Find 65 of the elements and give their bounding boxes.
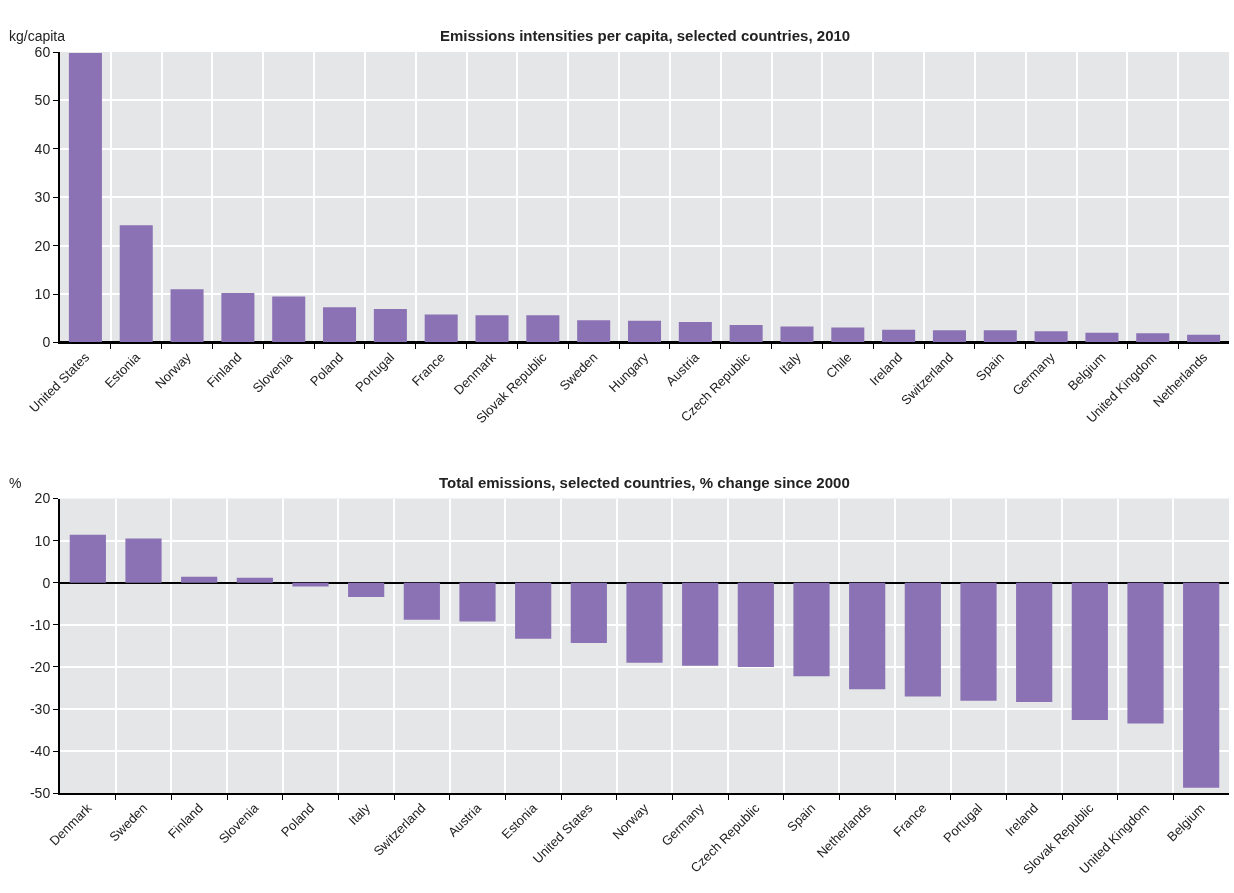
bar: [403, 582, 440, 620]
y-tick-label: 0: [42, 334, 51, 351]
bar: [1085, 332, 1119, 343]
bar: [459, 582, 496, 622]
bar: [1071, 582, 1108, 721]
bar: [678, 322, 712, 343]
y-tick-label: 20: [34, 490, 51, 507]
y-tick-label: 20: [34, 237, 51, 254]
bar: [1183, 582, 1220, 788]
x-tick-label: Italy: [776, 349, 805, 378]
bar: [323, 307, 357, 343]
bar: [68, 52, 102, 343]
bar: [69, 534, 106, 583]
bar: [983, 330, 1017, 343]
bar: [1034, 331, 1068, 343]
bar: [1127, 582, 1164, 724]
y-tick-label: 0: [42, 574, 51, 591]
bar: [1187, 334, 1221, 343]
x-tick-label: Italy: [345, 800, 374, 828]
bar: [515, 582, 552, 639]
y-axis-title: %: [9, 475, 22, 491]
bar: [682, 582, 719, 666]
y-tick-label: 10: [34, 532, 51, 549]
bar: [932, 330, 966, 343]
y-tick-label: 60: [34, 43, 51, 60]
y-tick-label: 40: [34, 140, 51, 157]
bar: [125, 538, 162, 583]
bar: [526, 315, 560, 343]
bar: [221, 293, 255, 343]
y-tick-label: 50: [34, 92, 51, 109]
bar: [1016, 582, 1053, 702]
chart-title: Emissions intensities per capita, selected countries, 2010: [440, 27, 851, 44]
bar: [627, 320, 662, 343]
bar: [272, 296, 306, 343]
y-tick-label: -10: [29, 616, 51, 633]
bar: [570, 582, 607, 643]
y-tick-label: 30: [34, 189, 51, 206]
bar: [170, 289, 204, 343]
bar: [882, 329, 916, 343]
bar: [181, 576, 218, 583]
bar: [373, 309, 407, 343]
bar: [577, 320, 611, 343]
bar: [849, 582, 886, 690]
bar: [737, 582, 774, 667]
bar: [904, 582, 941, 697]
bar: [292, 582, 329, 587]
bar: [348, 582, 385, 598]
y-tick-label: -30: [29, 700, 51, 717]
chart-title: Total emissions, selected countries, % change since 2000: [439, 474, 850, 491]
bar: [793, 582, 830, 677]
bar: [1136, 333, 1170, 343]
bar: [424, 314, 458, 343]
y-tick-label: -40: [29, 743, 51, 760]
y-tick-label: -50: [29, 785, 51, 802]
bar: [960, 582, 997, 701]
y-axis-title: kg/capita: [9, 28, 66, 44]
bar: [475, 315, 509, 343]
bar: [119, 225, 153, 343]
y-tick-label: 10: [34, 285, 51, 302]
bar: [236, 577, 273, 583]
bar: [729, 325, 763, 343]
bar: [831, 327, 865, 343]
bar: [626, 582, 663, 663]
y-tick-label: -20: [29, 658, 51, 675]
bar: [780, 326, 814, 343]
